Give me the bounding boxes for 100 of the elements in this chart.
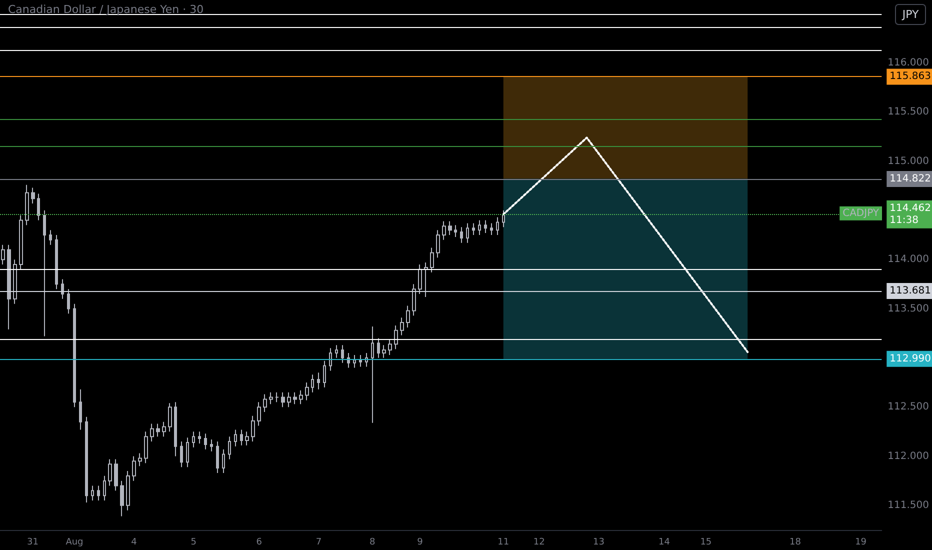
candlestick: [400, 317, 404, 336]
candlestick: [454, 224, 457, 238]
candlestick: [251, 415, 255, 442]
candlestick: [103, 475, 106, 501]
candlestick: [263, 394, 267, 413]
candlestick: [192, 431, 195, 448]
candlestick: [162, 421, 166, 438]
x-tick-label: 4: [131, 538, 138, 548]
candlestick: [394, 324, 398, 350]
candlestick: [25, 184, 29, 226]
x-tick-label: 31: [27, 538, 38, 548]
candlestick: [37, 193, 40, 221]
candlestick: [353, 354, 356, 368]
candlestick: [430, 247, 434, 273]
candlestick: [85, 416, 88, 503]
candlestick: [240, 429, 243, 446]
candlestick: [13, 259, 17, 304]
candlestick: [329, 348, 332, 372]
candlestick: [448, 220, 452, 236]
candlestick: [245, 431, 249, 446]
candlestick: [7, 244, 11, 330]
candlestick: [490, 222, 493, 236]
candlestick: [323, 360, 326, 388]
candlestick: [424, 262, 428, 298]
candlestick: [150, 423, 154, 442]
x-tick-label: 14: [658, 538, 670, 548]
x-tick-label: 6: [256, 538, 262, 548]
candlestick: [49, 230, 52, 246]
candlestick: [210, 439, 213, 452]
x-tick-label: 9: [417, 538, 424, 548]
candlestick: [293, 392, 297, 405]
candlestick: [132, 456, 136, 482]
x-tick-label: 12: [533, 538, 545, 548]
x-tick-label: 5: [190, 538, 196, 548]
x-tick-label: 11: [498, 538, 510, 548]
candlestick: [19, 214, 23, 270]
candlestick: [472, 222, 475, 236]
candlestick: [55, 234, 58, 290]
candlestick: [484, 220, 487, 234]
candlestick: [317, 372, 320, 390]
y-tick-label: 116.000: [888, 57, 930, 68]
ref-line-label: 115.863: [890, 71, 932, 82]
candlestick: [198, 431, 201, 444]
x-tick-label: 13: [592, 538, 604, 548]
candlestick: [222, 448, 225, 474]
candlestick: [43, 210, 46, 337]
ref-line-label: 112.990: [890, 353, 932, 364]
text: CADJPY: [842, 208, 880, 219]
candlestick: [180, 441, 183, 468]
candlestick: [97, 485, 100, 501]
candlestick: [216, 441, 219, 474]
candlestick: [168, 402, 172, 432]
candlestick: [174, 402, 177, 457]
candlestick: [67, 288, 70, 314]
candlestick: [341, 344, 344, 364]
candlestick: [418, 264, 422, 295]
candlestick: [299, 390, 303, 405]
candlestick: [234, 429, 237, 447]
text: JPY: [901, 8, 919, 21]
candlestick: [359, 354, 362, 368]
candlestick: [466, 222, 469, 244]
candlestick: [305, 382, 309, 401]
candlestick: [61, 278, 64, 300]
candlestick: [204, 433, 207, 450]
candlestick: [382, 344, 386, 358]
candlestick: [186, 437, 189, 468]
candlestick: [156, 423, 160, 438]
x-tick-label: 19: [855, 538, 867, 548]
candlestick: [335, 344, 338, 358]
candlestick: [91, 485, 94, 501]
candlestick: [287, 392, 291, 408]
candlestick: [79, 388, 82, 430]
candlestick: [144, 431, 148, 464]
y-tick-label: 111.500: [888, 500, 930, 511]
candlestick: [478, 220, 481, 236]
candlestick: [502, 210, 505, 228]
candlestick: [406, 305, 410, 328]
candlestick: [281, 392, 285, 408]
candlestick: [311, 374, 314, 393]
y-tick-label: 112.000: [888, 450, 930, 462]
candlestick: [120, 480, 124, 517]
candlestick: [228, 436, 231, 460]
candlestick: [436, 230, 440, 258]
x-tick-label: 18: [790, 538, 802, 548]
ref-line-label: 113.681: [890, 286, 932, 297]
candlestick: [138, 452, 142, 467]
candlestick: [269, 392, 273, 405]
candlestick: [257, 402, 261, 426]
x-tick-label: Aug: [66, 538, 84, 548]
y-tick-label: 115.000: [888, 156, 930, 167]
x-tick-label: 15: [700, 538, 712, 548]
candlestick: [126, 470, 130, 511]
y-tick-label: 112.500: [888, 402, 930, 413]
candlestick: [114, 458, 118, 492]
candlestick: [377, 338, 380, 358]
candlestick: [442, 220, 446, 240]
y-tick-label: 113.500: [888, 303, 930, 314]
candlestick: [412, 284, 416, 316]
chart-title: Canadian Dollar / Japanese Yen · 30: [8, 3, 204, 16]
candlestick: [496, 216, 499, 236]
